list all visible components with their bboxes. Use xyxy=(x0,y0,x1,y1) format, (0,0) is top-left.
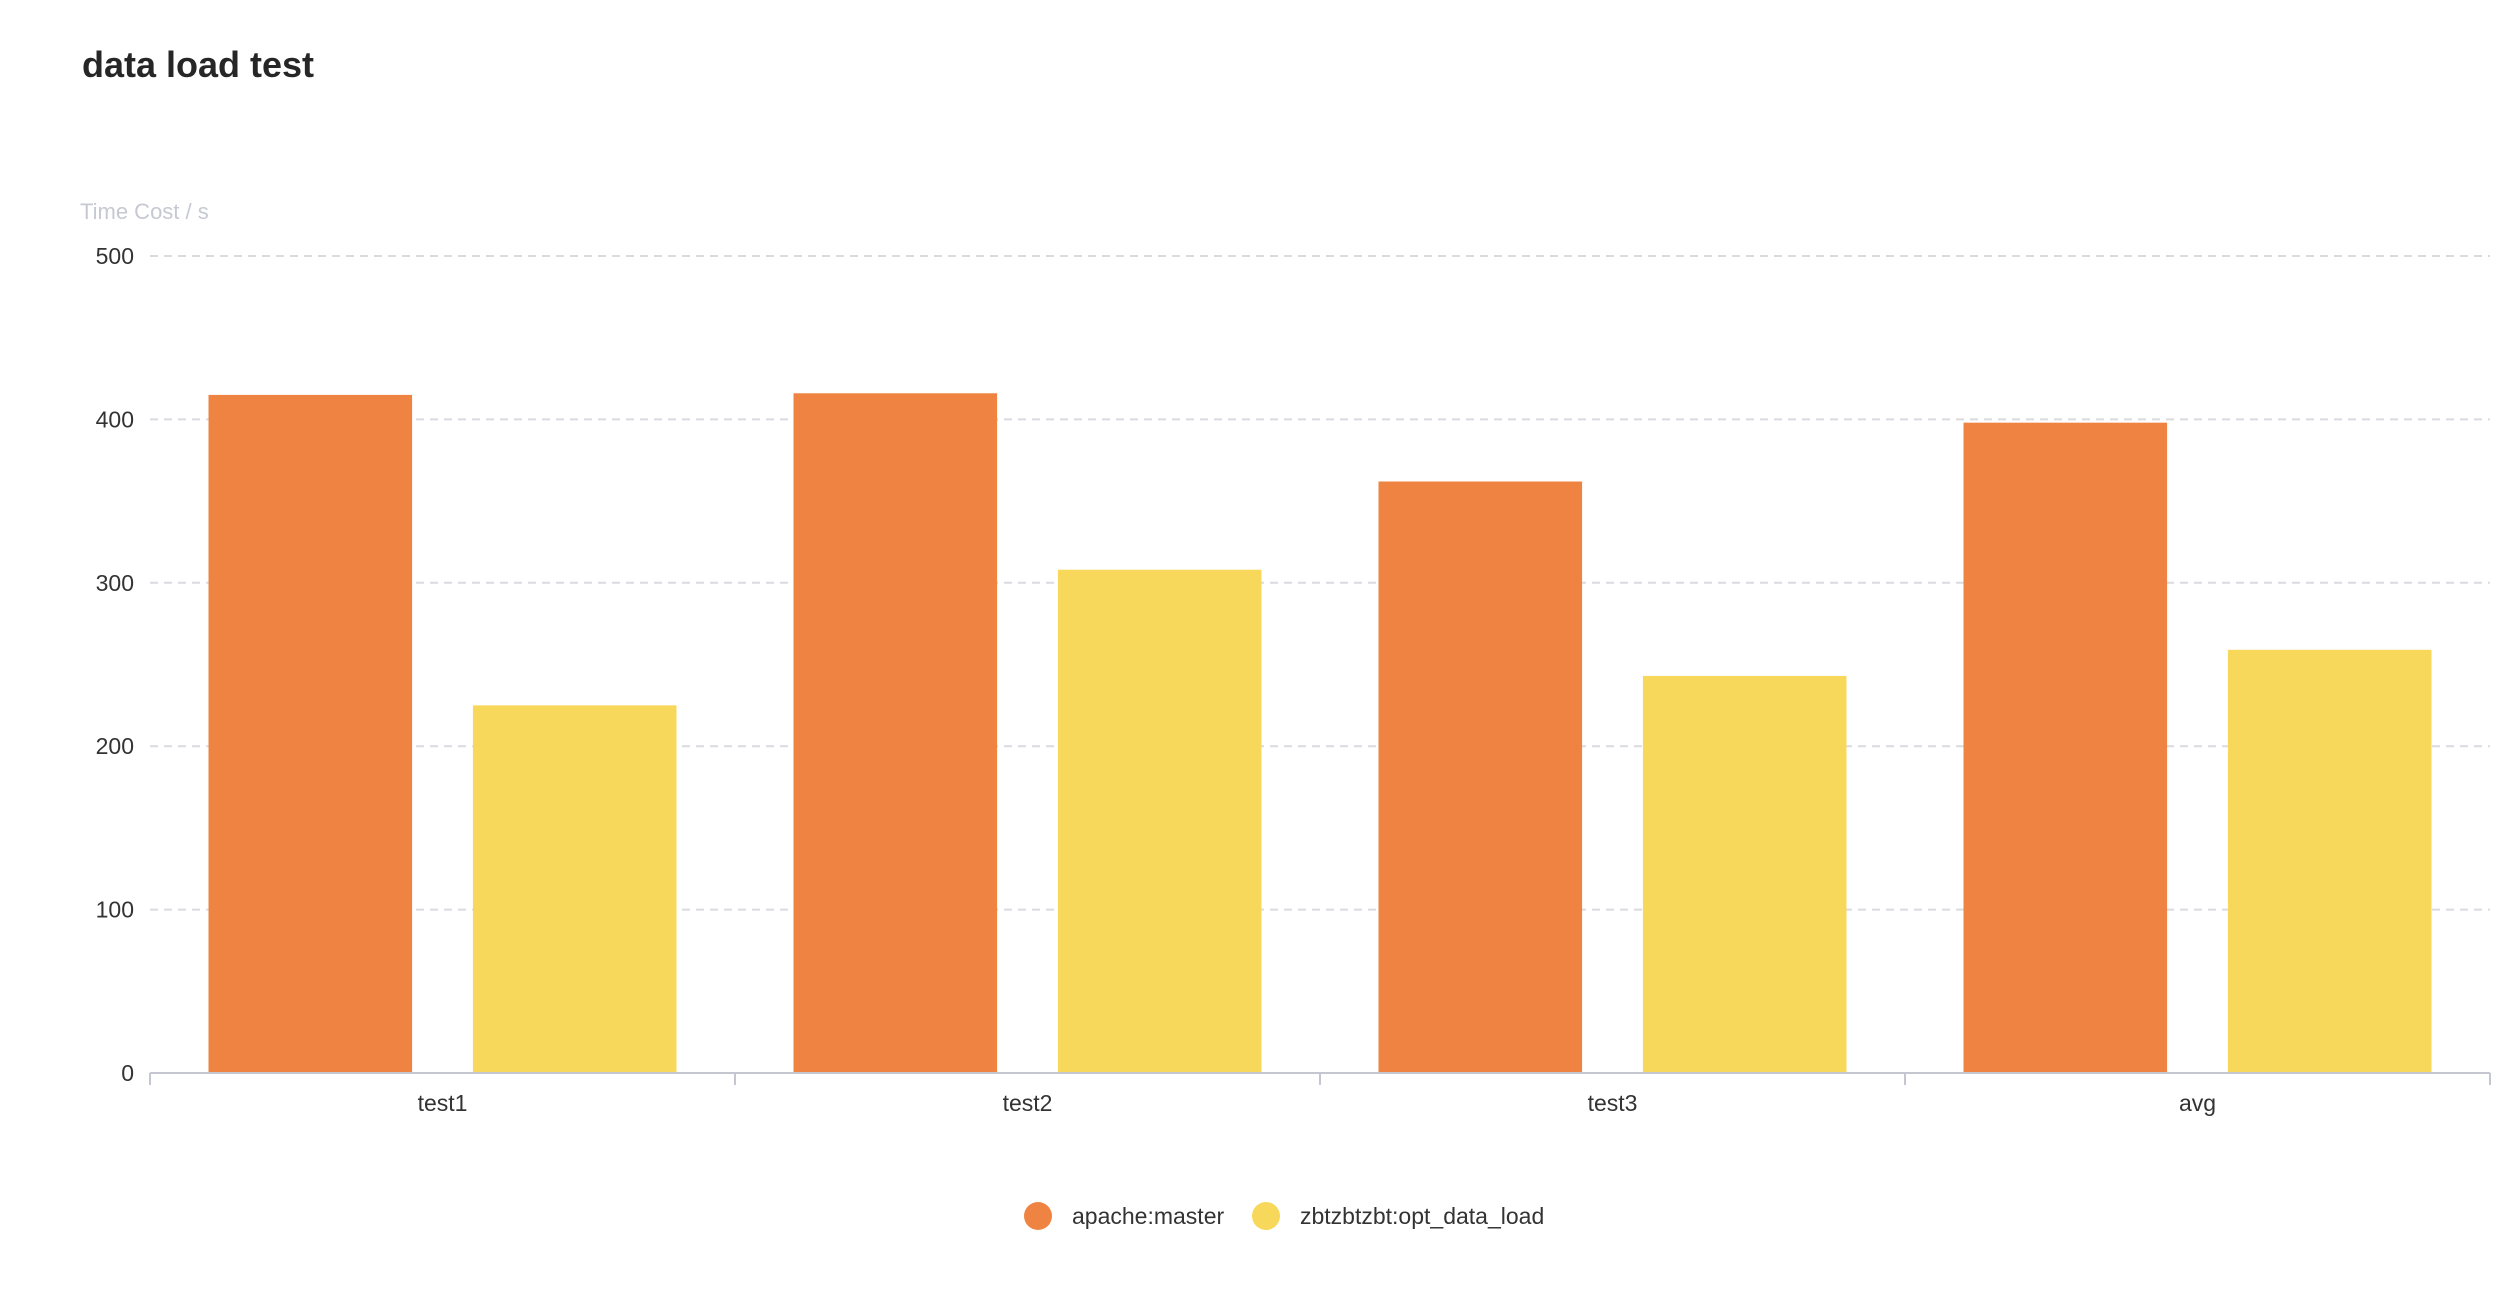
bars xyxy=(208,393,2432,1074)
x-tick-label: test1 xyxy=(418,1090,468,1116)
bar-opt-data-load-test1[interactable] xyxy=(472,705,677,1073)
y-tick-label: 500 xyxy=(96,243,134,269)
bar-apache-master-avg[interactable] xyxy=(1963,422,2168,1074)
y-tick-label: 100 xyxy=(96,897,134,923)
y-tick-label: 200 xyxy=(96,733,134,759)
legend: apache:master zbtzbtzbt:opt_data_load xyxy=(1024,1202,1544,1230)
x-tick-label: avg xyxy=(2179,1090,2216,1116)
legend-marker xyxy=(1252,1202,1280,1230)
bar-apache-master-test3[interactable] xyxy=(1378,481,1583,1073)
x-tick-label: test2 xyxy=(1003,1090,1053,1116)
legend-label: apache:master xyxy=(1072,1203,1224,1229)
y-axis-ticks: 0 100 200 300 400 500 xyxy=(96,243,134,1086)
legend-label: zbtzbtzbt:opt_data_load xyxy=(1300,1203,1544,1229)
legend-item-opt-data-load[interactable]: zbtzbtzbt:opt_data_load xyxy=(1252,1202,1544,1230)
chart-title: data load test xyxy=(82,44,315,85)
y-tick-label: 300 xyxy=(96,570,134,596)
bar-opt-data-load-test3[interactable] xyxy=(1642,675,1847,1073)
legend-item-apache-master[interactable]: apache:master xyxy=(1024,1202,1224,1230)
y-axis-title: Time Cost / s xyxy=(80,199,209,224)
bar-opt-data-load-test2[interactable] xyxy=(1057,569,1262,1073)
y-tick-label: 0 xyxy=(121,1060,134,1086)
bar-opt-data-load-avg[interactable] xyxy=(2227,649,2432,1073)
bar-apache-master-test1[interactable] xyxy=(208,394,413,1073)
bar-apache-master-test2[interactable] xyxy=(793,393,998,1074)
y-tick-label: 400 xyxy=(96,406,134,432)
x-tick-label: test3 xyxy=(1588,1090,1638,1116)
x-axis: test1 test2 test3 avg xyxy=(149,1072,2491,1116)
legend-marker xyxy=(1024,1202,1052,1230)
